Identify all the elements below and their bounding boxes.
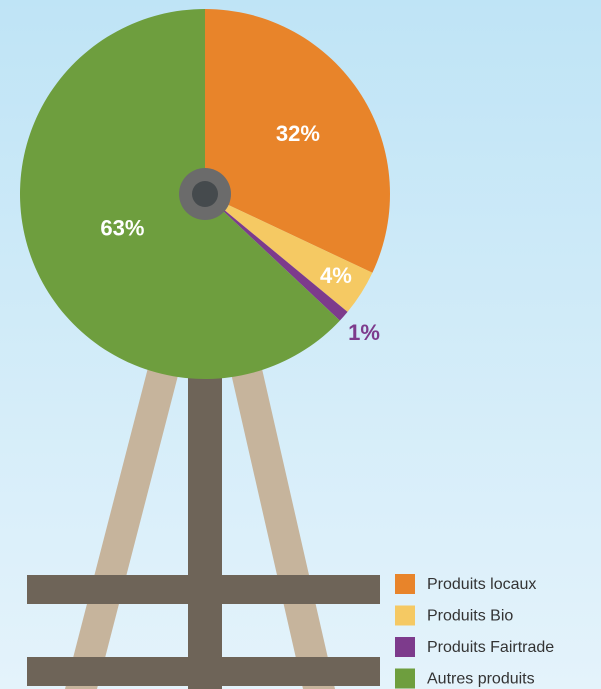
- pie-slice: [205, 9, 390, 273]
- legend-label: Produits locaux: [427, 576, 536, 593]
- legend-label: Produits Fairtrade: [427, 639, 554, 656]
- data-label: 63%: [100, 216, 144, 241]
- pie-slice: [205, 194, 373, 312]
- hub-inner: [192, 181, 218, 207]
- pie-slice: [205, 194, 348, 321]
- data-label: 1%: [348, 320, 380, 345]
- legend-swatch: [395, 637, 415, 657]
- data-label: 4%: [320, 263, 352, 288]
- legend: Produits locaux Produits Bio Produits Fair…: [395, 574, 554, 689]
- stand-leg: [65, 360, 182, 689]
- legend-label: Produits Bio: [427, 608, 513, 625]
- legend-swatch: [395, 574, 415, 594]
- legend-swatch: [395, 668, 415, 689]
- legend-swatch: [395, 605, 415, 626]
- stand-leg: [228, 360, 335, 689]
- legend-label: Autres produits: [427, 671, 535, 688]
- stand-post: [188, 340, 222, 689]
- data-label: 32%: [276, 121, 320, 146]
